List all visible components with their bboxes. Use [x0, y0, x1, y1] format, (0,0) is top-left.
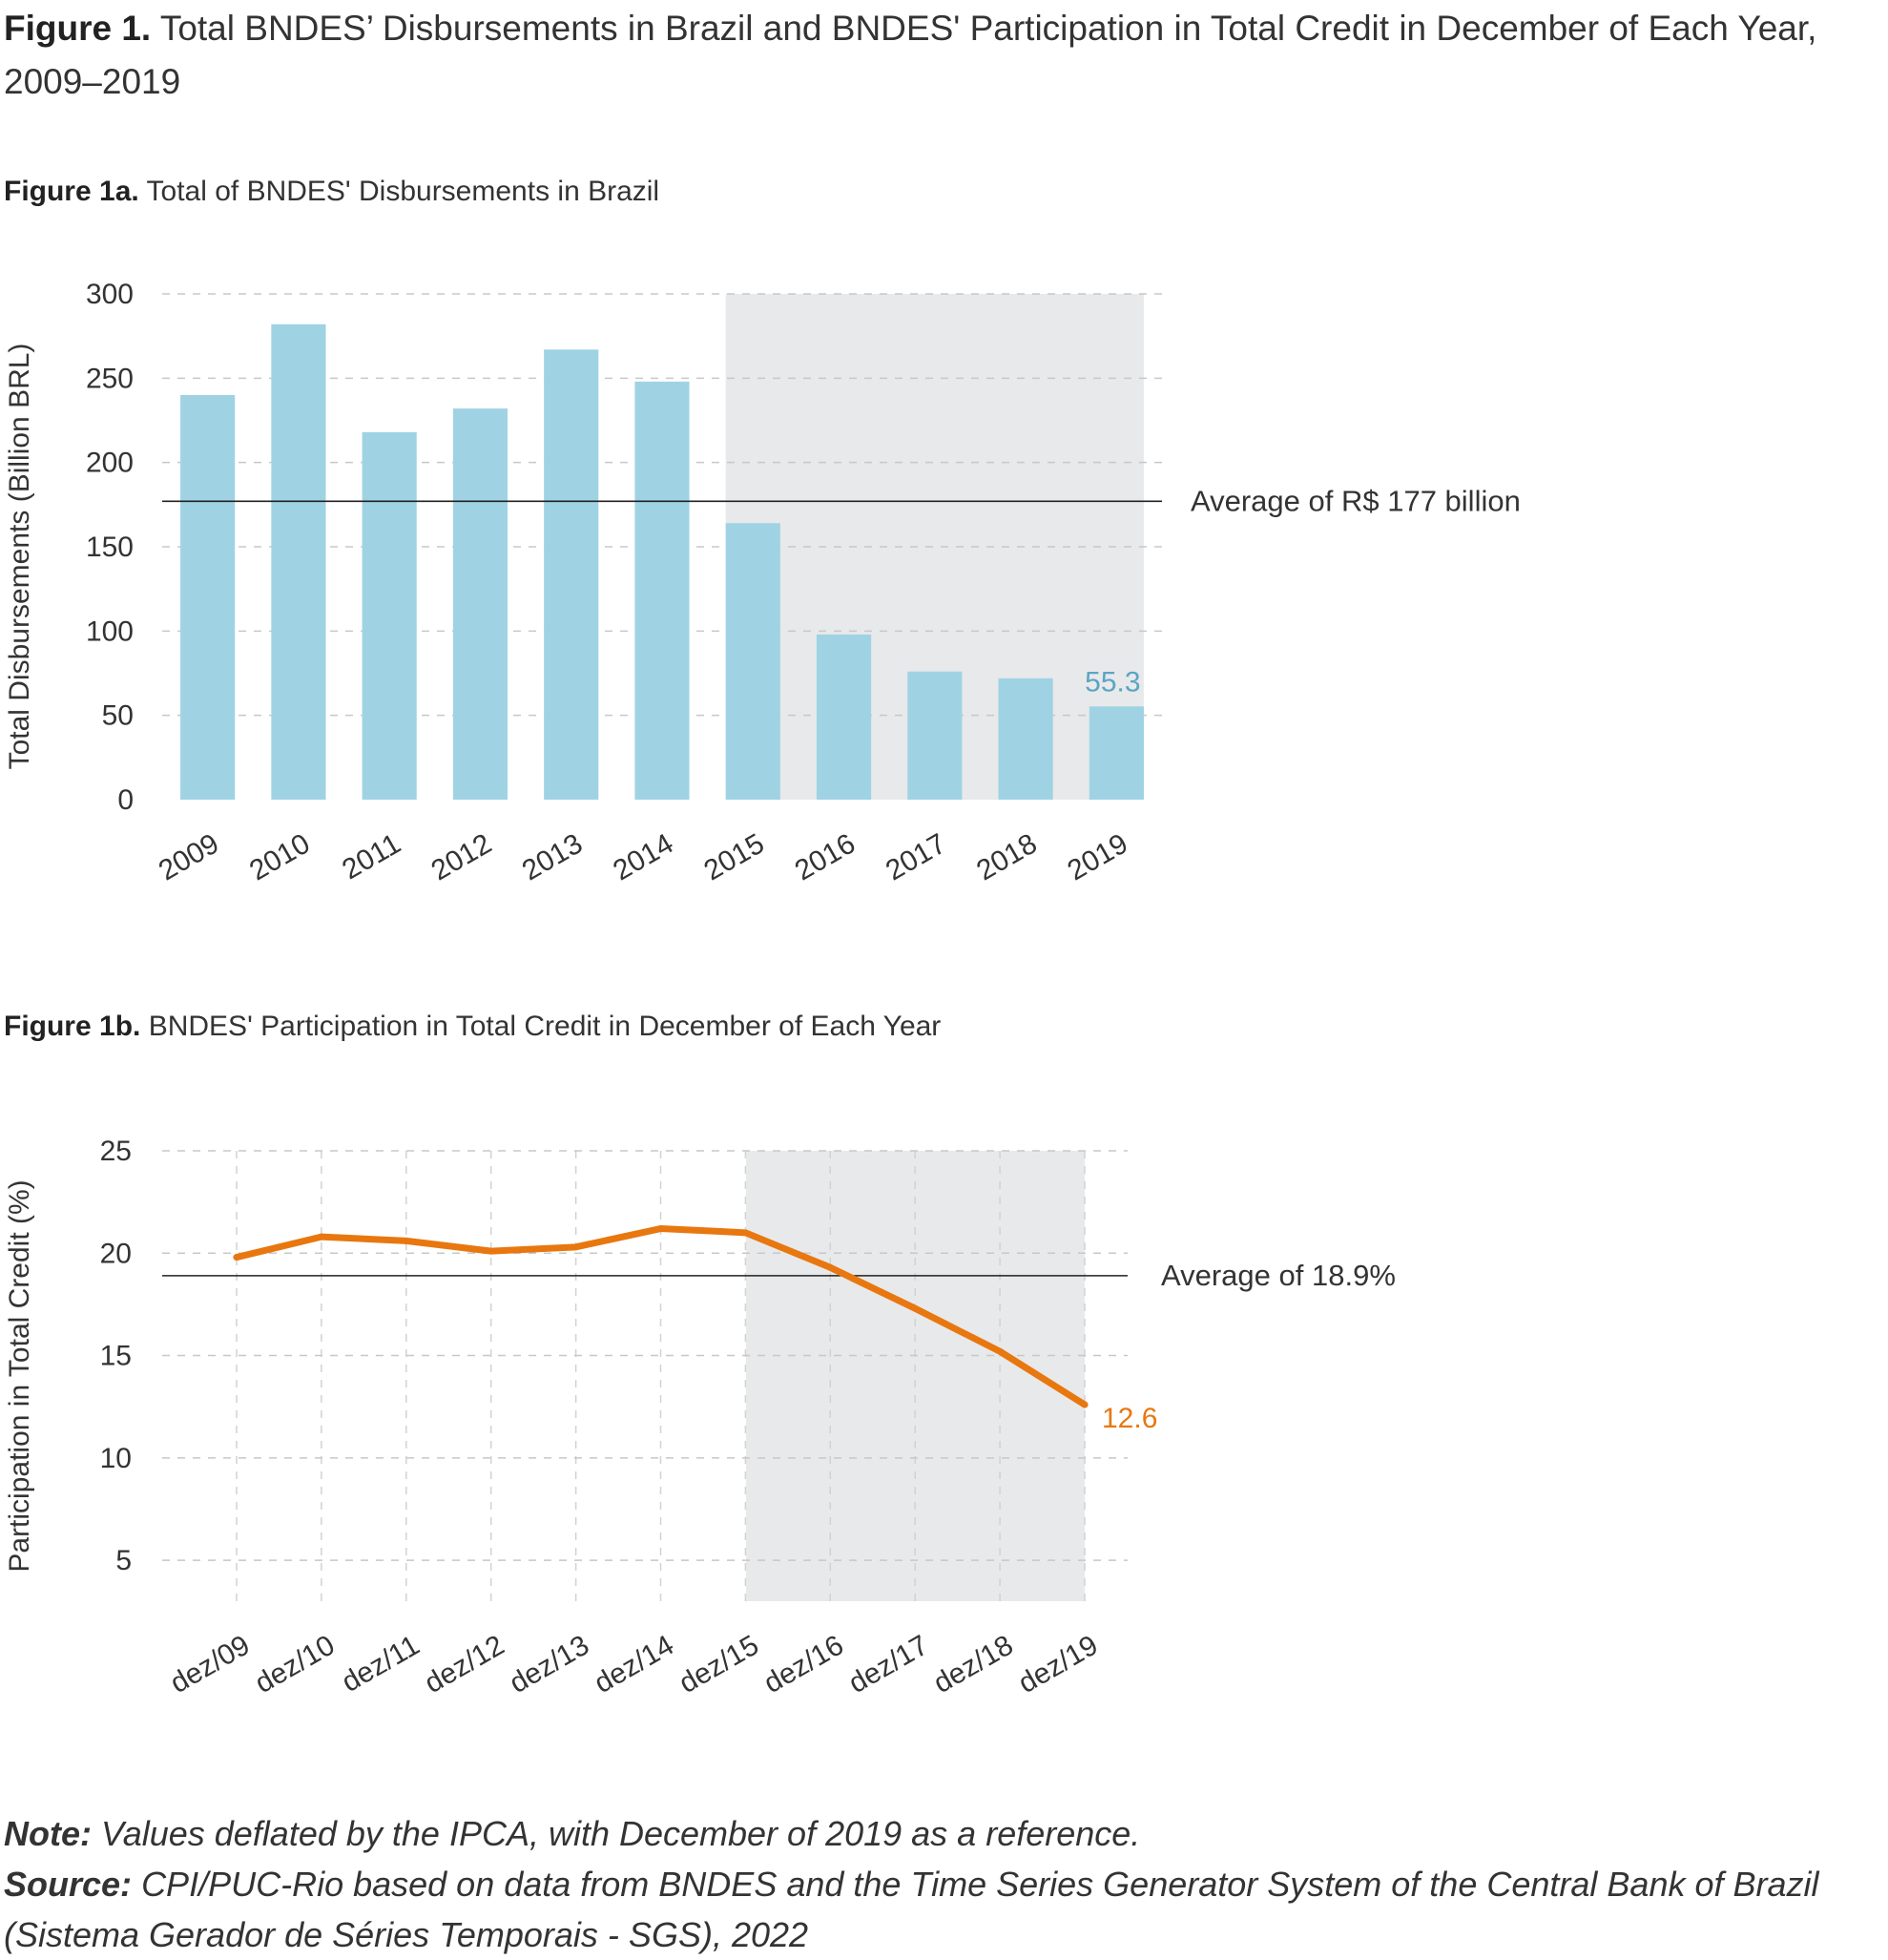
y-tick-label: 20 — [100, 1238, 132, 1269]
x-tick-label: 2016 — [790, 827, 861, 886]
y-tick-label: 300 — [86, 279, 134, 310]
data-point — [996, 1347, 1004, 1355]
x-tick-label: dez/19 — [1013, 1629, 1104, 1699]
average-label: Average of R$ 177 billion — [1191, 484, 1521, 517]
x-tick-label: 2018 — [971, 827, 1042, 886]
x-tick-label: 2017 — [881, 827, 951, 886]
y-tick-label: 250 — [86, 363, 134, 394]
bar — [1089, 706, 1144, 800]
data-point — [318, 1233, 325, 1241]
x-tick-label: 2011 — [337, 827, 405, 886]
y-tick-label: 0 — [117, 784, 134, 816]
data-point — [403, 1237, 410, 1244]
data-point — [657, 1225, 664, 1233]
x-tick-label: dez/12 — [420, 1629, 510, 1699]
chart-b-title: BNDES' Participation in Total Credit in … — [148, 1011, 942, 1042]
bar — [816, 634, 872, 800]
figure-title-text: Total BNDES’ Disbursements in Brazil and… — [4, 9, 1817, 101]
chart-b-label: Figure 1b. — [4, 1011, 141, 1042]
x-tick-label: 2019 — [1063, 827, 1133, 886]
chart-a-heading: Figure 1a. Total of BNDES' Disbursements… — [4, 175, 659, 209]
data-point — [572, 1243, 580, 1251]
y-tick-label: 10 — [100, 1443, 132, 1474]
x-tick-label: 2015 — [698, 827, 769, 886]
bar — [271, 323, 326, 800]
x-tick-label: dez/18 — [928, 1629, 1019, 1699]
y-axis-title: Total Disbursements (Billion BRL) — [4, 344, 35, 770]
x-tick-label: dez/17 — [843, 1629, 934, 1699]
bar — [998, 678, 1053, 800]
bar — [180, 395, 236, 800]
figure-label: Figure 1. — [4, 9, 152, 48]
source-label: Source: — [4, 1865, 133, 1904]
x-tick-label: dez/13 — [505, 1629, 595, 1699]
bar-chart-disbursements: 0 50 100 150 200 250 300 2009 2010 2011 2012 2013 20… — [4, 279, 1521, 886]
y-axis-title: Participation in Total Credit (%) — [4, 1179, 35, 1572]
x-tick-label: dez/10 — [250, 1629, 341, 1699]
note-label: Note: — [4, 1814, 92, 1853]
y-tick-label: 200 — [86, 448, 134, 479]
y-tick-label: 100 — [86, 615, 134, 647]
note-text: Values deflated by the IPCA, with Decemb… — [101, 1814, 1141, 1853]
x-tick-label: 2013 — [517, 827, 588, 886]
shaded-period — [746, 1151, 1085, 1601]
x-tick-label: 2010 — [244, 827, 315, 886]
chart-a-label: Figure 1a. — [4, 176, 139, 207]
y-tick-label: 150 — [86, 532, 134, 563]
data-point — [233, 1254, 240, 1261]
chart-a-title: Total of BNDES' Disbursements in Brazil — [146, 176, 660, 207]
average-label: Average of 18.9% — [1161, 1259, 1396, 1292]
bar — [544, 349, 599, 800]
data-point — [488, 1247, 495, 1255]
y-tick-label: 15 — [100, 1341, 132, 1372]
data-label: 55.3 — [1085, 666, 1140, 698]
footer: Note: Values deflated by the IPCA, with … — [4, 1808, 1883, 1960]
bar — [362, 431, 417, 800]
x-tick-label: dez/14 — [589, 1629, 679, 1699]
x-tick-label: dez/15 — [674, 1629, 764, 1699]
y-tick-label: 50 — [102, 700, 134, 732]
figure-title: Figure 1. Total BNDES’ Disbursements in … — [4, 2, 1874, 109]
bar — [725, 523, 780, 800]
bar — [452, 408, 508, 800]
x-tick-label: dez/16 — [758, 1629, 849, 1699]
x-tick-label: dez/11 — [337, 1629, 425, 1699]
bar — [907, 671, 963, 800]
x-tick-label: dez/09 — [165, 1629, 256, 1699]
y-tick-label: 5 — [115, 1545, 132, 1576]
bar — [634, 381, 690, 800]
source: Source: CPI/PUC-Rio based on data from B… — [4, 1859, 1883, 1960]
y-tick-label: 25 — [100, 1136, 132, 1167]
data-point — [826, 1263, 834, 1271]
chart-b-heading: Figure 1b. BNDES' Participation in Total… — [4, 1010, 941, 1044]
data-label: 12.6 — [1102, 1403, 1157, 1434]
x-tick-label: 2014 — [608, 827, 678, 886]
data-point — [741, 1229, 749, 1237]
data-point — [1081, 1401, 1089, 1408]
source-text: CPI/PUC-Rio based on data from BNDES and… — [4, 1865, 1819, 1954]
data-point — [911, 1304, 919, 1312]
note: Note: Values deflated by the IPCA, with … — [4, 1808, 1883, 1859]
x-tick-label: 2012 — [426, 827, 497, 886]
x-tick-label: 2009 — [154, 827, 224, 886]
